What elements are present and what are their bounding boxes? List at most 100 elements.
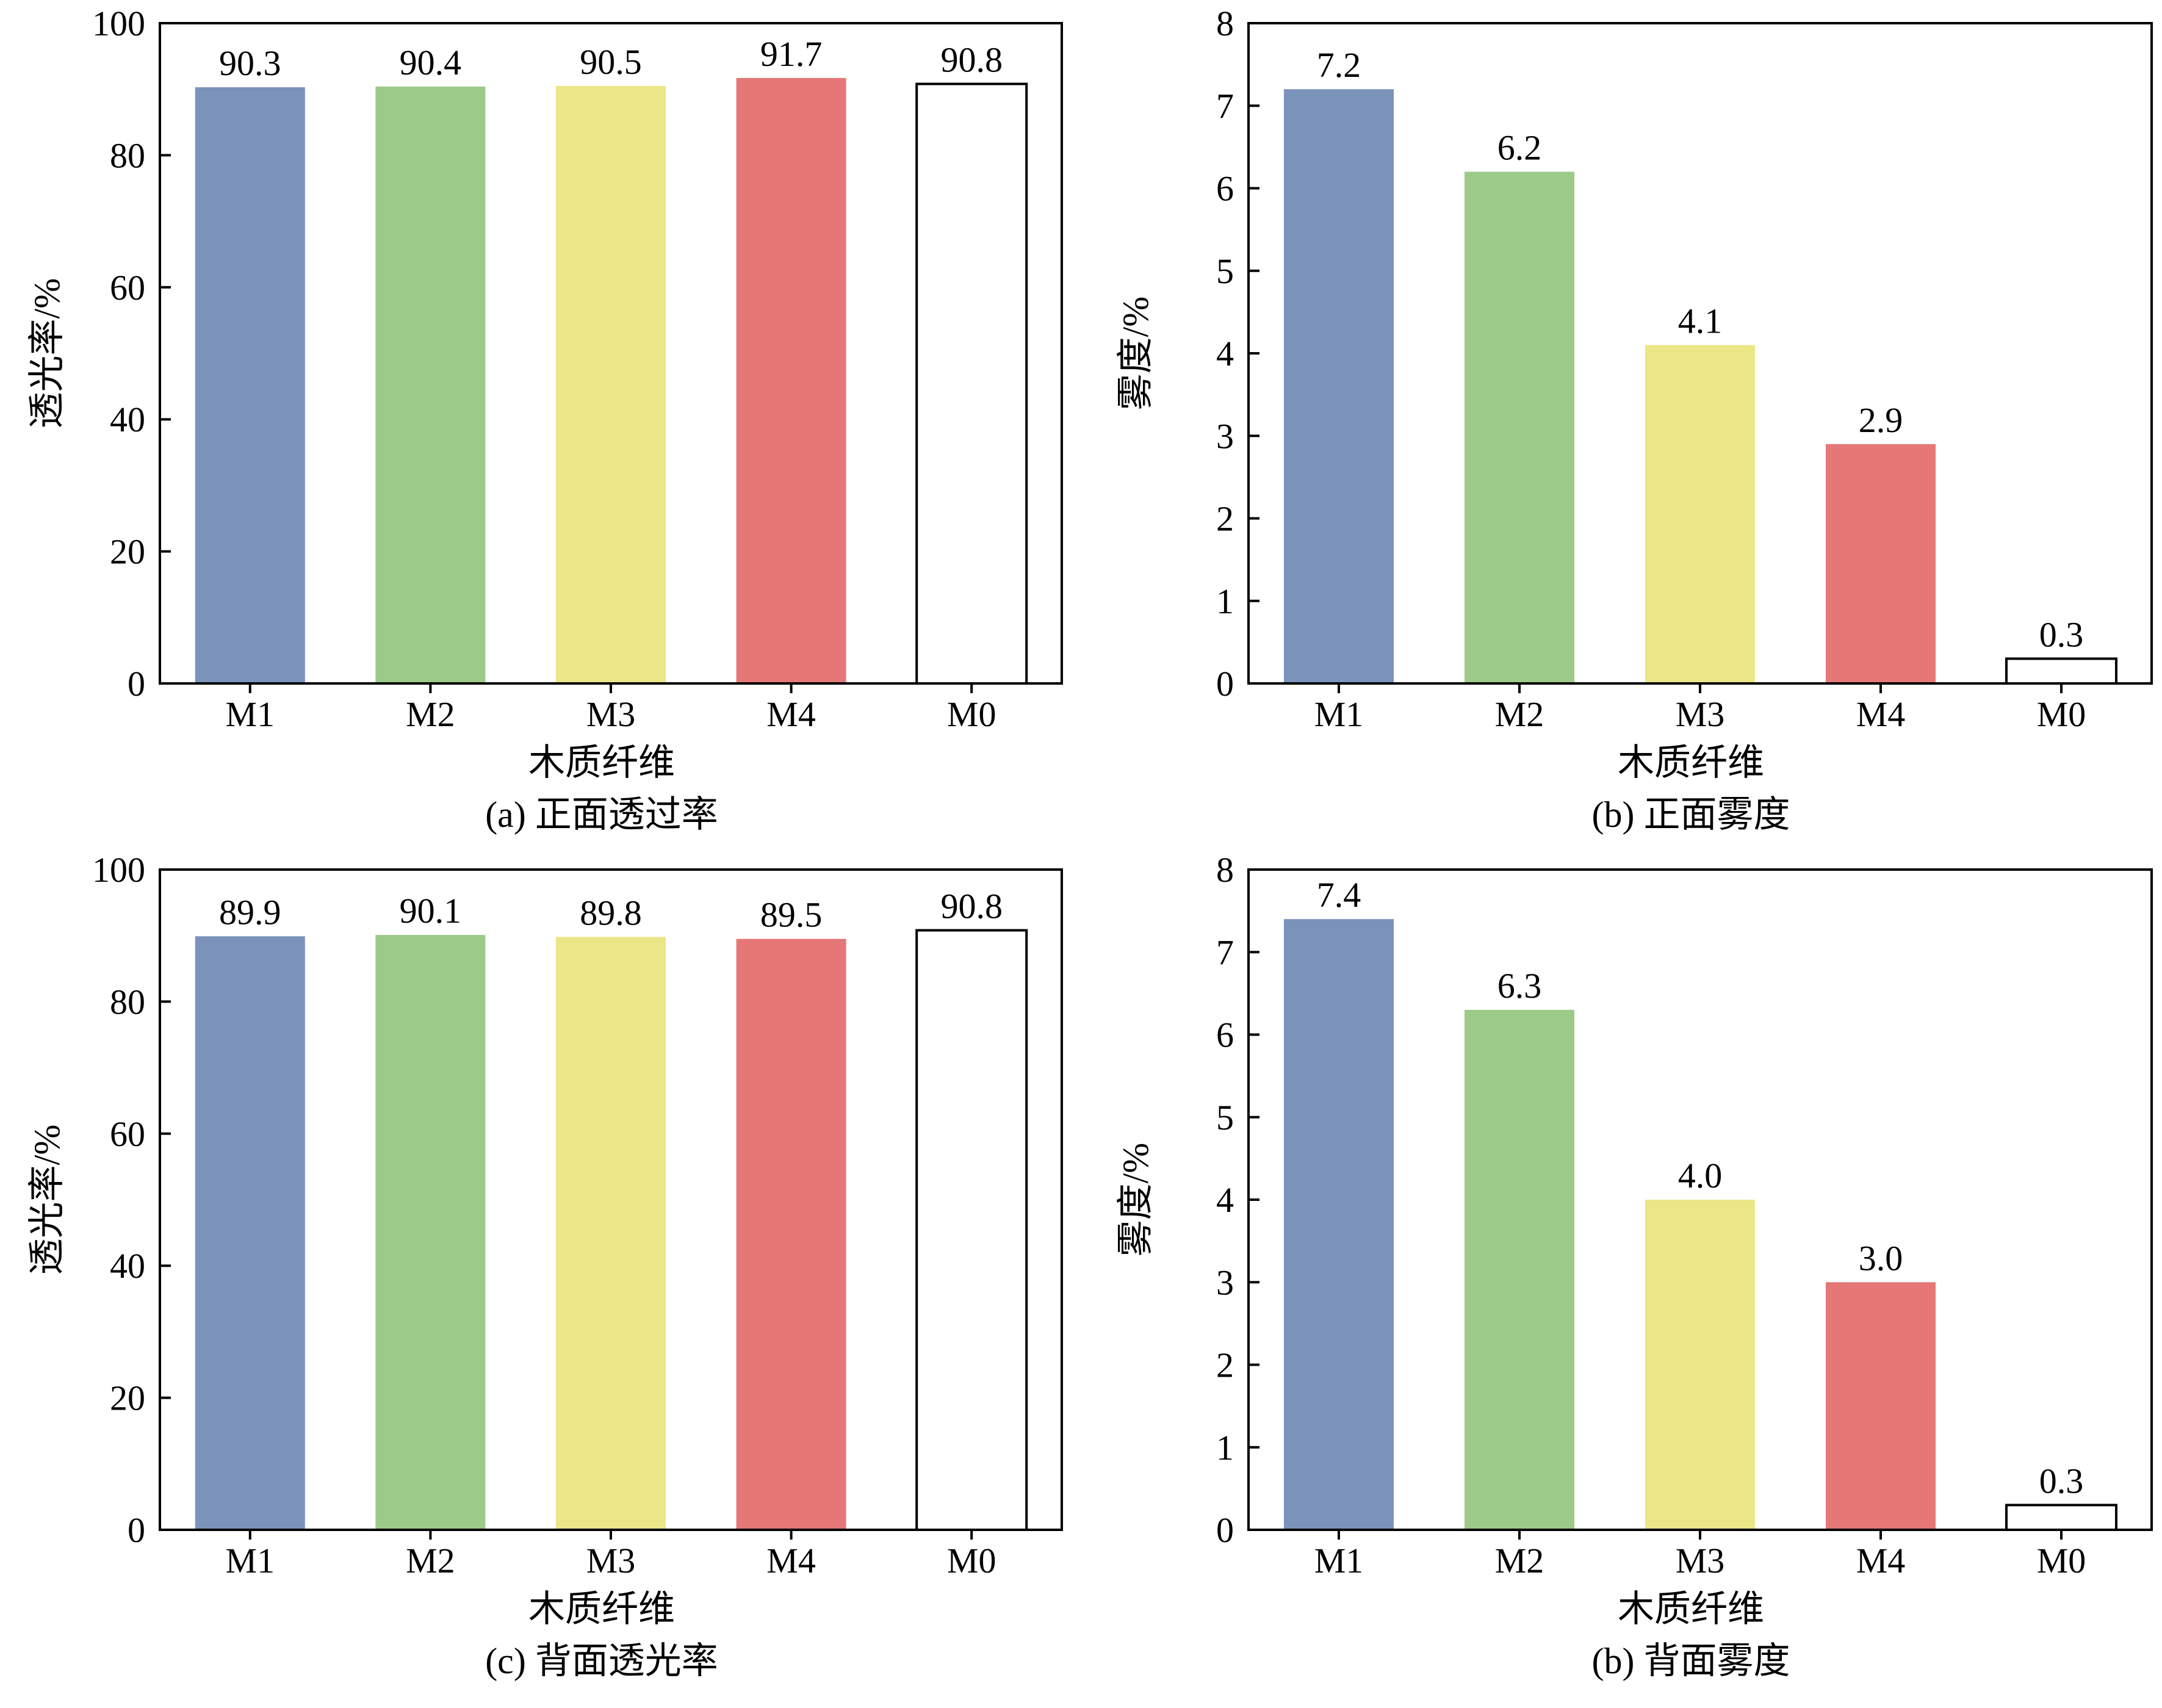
bar-m0: [2005, 657, 2117, 685]
x-tick-label-m4: M4: [1856, 1541, 1906, 1580]
y-tick-label: 0: [128, 664, 145, 704]
y-tick-label: 3: [1216, 1263, 1234, 1302]
data-label-m0: 0.3: [2039, 1461, 2084, 1501]
panel-caption: (a) 正面透过率: [485, 795, 718, 835]
data-label-m0: 90.8: [940, 40, 1003, 80]
bar-m2: [375, 86, 486, 683]
y-tick-label: 7: [1216, 86, 1234, 126]
x-tick-label-m4: M4: [1856, 694, 1906, 734]
y-tick-label: 8: [1216, 850, 1234, 890]
data-label-m2: 90.1: [400, 891, 462, 931]
x-axis-title: 木质纤维: [528, 1589, 675, 1629]
x-tick-label-m1: M1: [226, 694, 275, 734]
x-axis-title: 木质纤维: [1618, 743, 1764, 783]
data-label-m4: 3.0: [1859, 1238, 1903, 1278]
x-tick-label-m2: M2: [406, 694, 455, 734]
panel-caption: (c) 背面透光率: [485, 1641, 718, 1681]
bar-m4: [1826, 1282, 1936, 1530]
x-axis-title: 木质纤维: [1618, 1589, 1764, 1629]
x-tick-label-m1: M1: [1314, 1541, 1364, 1580]
data-label-m3: 89.8: [580, 893, 642, 932]
y-axis-title: 透光率/%: [27, 1125, 67, 1275]
panel-caption: (b) 背面雾度: [1592, 1641, 1790, 1681]
data-label-m4: 89.5: [760, 895, 823, 935]
y-tick-label: 4: [1216, 334, 1234, 373]
bar-m1: [195, 936, 305, 1530]
y-tick-label: 5: [1216, 1098, 1234, 1137]
data-label-m1: 7.4: [1317, 875, 1361, 915]
x-tick-label-m3: M3: [586, 1541, 636, 1580]
y-tick-label: 5: [1216, 251, 1234, 291]
y-tick-label: 60: [110, 268, 145, 308]
y-axis-title: 雾度/%: [1115, 1143, 1156, 1257]
data-label-m0: 0.3: [2039, 614, 2084, 654]
x-tick-label-m3: M3: [1676, 694, 1725, 734]
y-tick-label: 3: [1216, 416, 1234, 456]
bar-m4: [736, 939, 846, 1530]
x-tick-label-m2: M2: [1495, 1541, 1544, 1580]
x-tick-label-m2: M2: [1495, 694, 1544, 734]
x-tick-label-m0: M0: [2037, 1541, 2086, 1580]
bar-m0: [2005, 1504, 2117, 1532]
bar-m3: [1645, 1200, 1755, 1530]
x-tick-label-m2: M2: [406, 1541, 455, 1580]
y-tick-label: 0: [128, 1510, 145, 1550]
y-tick-label: 20: [110, 1378, 145, 1418]
panel-caption: (b) 正面雾度: [1592, 795, 1790, 835]
x-tick-label-m1: M1: [226, 1541, 275, 1580]
x-axis-title: 木质纤维: [528, 743, 675, 783]
x-tick-label-m0: M0: [947, 1541, 996, 1580]
y-axis-title: 雾度/%: [1115, 297, 1156, 411]
y-tick-label: 7: [1216, 932, 1234, 972]
y-tick-label: 4: [1216, 1180, 1234, 1220]
data-label-m4: 2.9: [1859, 400, 1903, 440]
y-tick-label: 80: [110, 135, 145, 175]
bar-m0: [915, 929, 1028, 1531]
data-label-m1: 7.2: [1317, 45, 1361, 85]
data-label-m1: 90.3: [219, 43, 281, 83]
data-label-m0: 90.8: [940, 887, 1003, 926]
x-tick-label-m4: M4: [766, 1541, 816, 1580]
x-tick-label-m0: M0: [2037, 694, 2086, 734]
y-tick-label: 100: [92, 850, 145, 890]
panel-c-back-transmittance: 透光率/% 木质纤维 (c) 背面透光率 89.9 90.1 89.8 89.5 90.…: [27, 850, 1063, 1681]
y-tick-label: 20: [110, 532, 145, 572]
y-tick-label: 80: [110, 982, 145, 1022]
y-tick-label: 6: [1216, 1015, 1234, 1055]
bar-m2: [1465, 1009, 1574, 1530]
panel-d-back-haze: 雾度/% 木质纤维 (b) 背面雾度 7.4 6.3 4.0 3.0 0.3 0 1 2 3 4 5…: [1115, 850, 2153, 1681]
data-label-m3: 90.5: [580, 42, 642, 82]
bar-m1: [1284, 919, 1394, 1530]
x-tick-label-m3: M3: [1676, 1541, 1725, 1580]
data-label-m2: 6.3: [1497, 966, 1542, 1006]
bar-m4: [1826, 444, 1936, 683]
x-tick-label-m0: M0: [947, 694, 996, 734]
data-label-m3: 4.1: [1678, 301, 1723, 341]
y-tick-label: 40: [110, 400, 145, 439]
y-axis-title: 透光率/%: [27, 278, 67, 429]
y-tick-label: 8: [1216, 4, 1234, 43]
y-tick-label: 1: [1216, 1428, 1234, 1468]
bar-m3: [556, 937, 666, 1530]
bar-m3: [1645, 345, 1755, 683]
y-tick-label: 2: [1216, 499, 1234, 539]
bar-m3: [556, 85, 666, 684]
y-tick-label: 1: [1216, 582, 1234, 621]
data-label-m1: 89.9: [219, 892, 281, 932]
data-label-m2: 90.4: [400, 43, 462, 82]
bar-m2: [375, 935, 486, 1530]
bar-m1: [195, 87, 305, 684]
bar-m0: [915, 82, 1028, 685]
x-tick-label-m3: M3: [586, 694, 636, 734]
y-tick-label: 2: [1216, 1346, 1234, 1385]
panel-a-front-transmittance: 透光率/% 木质纤维 (a) 正面透过率 90.3 90.4 90.5 91.7 90.…: [27, 4, 1063, 835]
bar-m4: [736, 77, 846, 683]
y-tick-label: 60: [110, 1114, 145, 1154]
y-tick-label: 0: [1216, 1510, 1234, 1550]
x-tick-label-m1: M1: [1314, 694, 1364, 734]
y-tick-label: 40: [110, 1246, 145, 1286]
y-tick-label: 100: [92, 4, 145, 43]
data-label-m3: 4.0: [1678, 1156, 1723, 1195]
panel-b-front-haze: 雾度/% 木质纤维 (b) 正面雾度 7.2 6.2 4.1 2.9 0.3 0 1 2 3 4 5…: [1115, 4, 2153, 835]
